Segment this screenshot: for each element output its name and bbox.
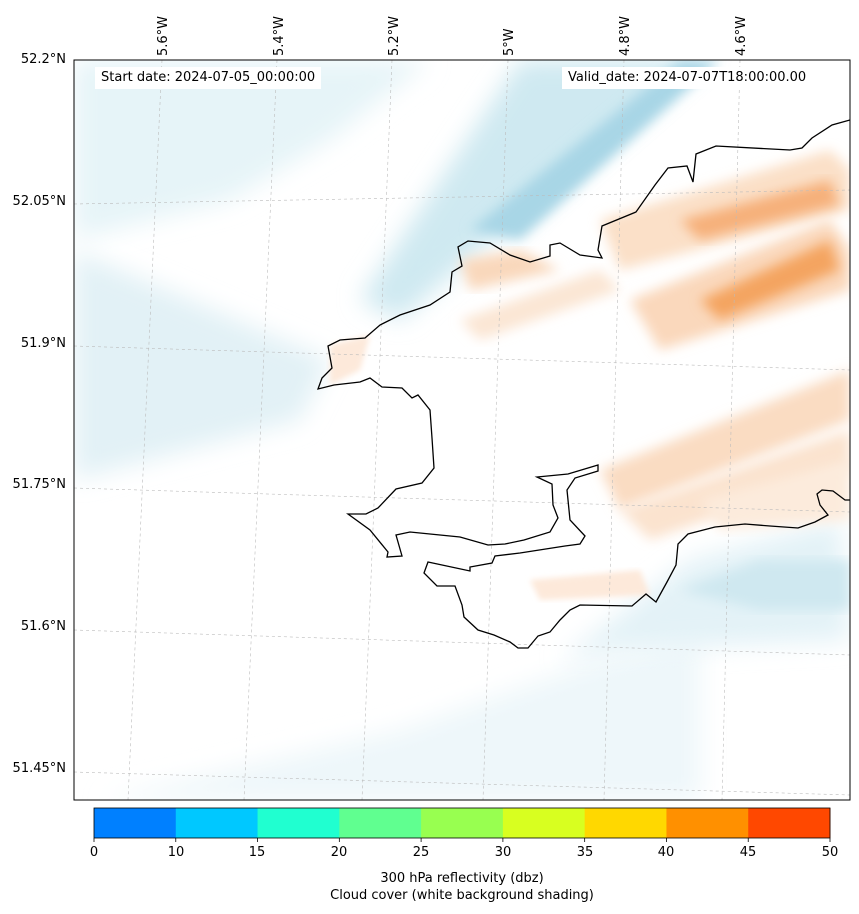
colorbar-tick: 20 — [330, 845, 348, 860]
colorbar-tick: 0 — [89, 845, 99, 860]
colorbar-segment — [748, 808, 831, 838]
valid-date-label: Valid_date: 2024-07-07T18:00:00.00 — [562, 67, 813, 89]
colorbar-tick: 15 — [248, 845, 266, 860]
lon-label: 5.4°W — [272, 15, 287, 56]
coastline — [316, 119, 850, 649]
colorbar-tick: 25 — [412, 845, 430, 860]
lon-label: 5.6°W — [156, 15, 171, 56]
colorbar-segment — [257, 808, 340, 838]
lat-label: 51.75°N — [12, 477, 66, 492]
colorbar-segment — [584, 808, 667, 838]
colorbar-segment — [421, 808, 504, 838]
colorbar-tick: 10 — [167, 845, 185, 860]
lat-label: 52.05°N — [12, 194, 66, 209]
colorbar-segment — [666, 808, 749, 838]
lon-label: 5°W — [502, 28, 517, 56]
colorbar-tick: 30 — [494, 845, 512, 860]
lat-label: 52.2°N — [20, 52, 66, 67]
colorbar-tick: 50 — [821, 845, 839, 860]
colorbar-segment — [175, 808, 259, 838]
start-date-label: Start date: 2024-07-05_00:00:00 — [95, 67, 322, 89]
colorbar-subtitle: Cloud cover (white background shading) — [330, 888, 594, 903]
reflectivity-shading — [330, 150, 850, 600]
colorbar-tick: 45 — [739, 845, 757, 860]
lon-label: 4.6°W — [734, 15, 749, 56]
colorbar-tick: 35 — [576, 845, 594, 860]
lat-label: 51.45°N — [12, 761, 66, 776]
colorbar-tick: 40 — [657, 845, 675, 860]
colorbar-segment — [339, 808, 422, 838]
map-frame — [73, 59, 851, 801]
lat-label: 51.9°N — [20, 336, 66, 351]
colorbar-title: 300 hPa reflectivity (dbz) — [380, 871, 544, 886]
lon-label: 4.8°W — [618, 15, 633, 56]
colorbar-segment — [502, 808, 586, 838]
colorbar-segment — [94, 808, 177, 838]
lon-label: 5.2°W — [387, 15, 402, 56]
lat-label: 51.6°N — [20, 619, 66, 634]
cloud-cover-shading — [74, 60, 850, 800]
colorbar — [93, 807, 831, 842]
colorbar-frame — [93, 807, 831, 839]
